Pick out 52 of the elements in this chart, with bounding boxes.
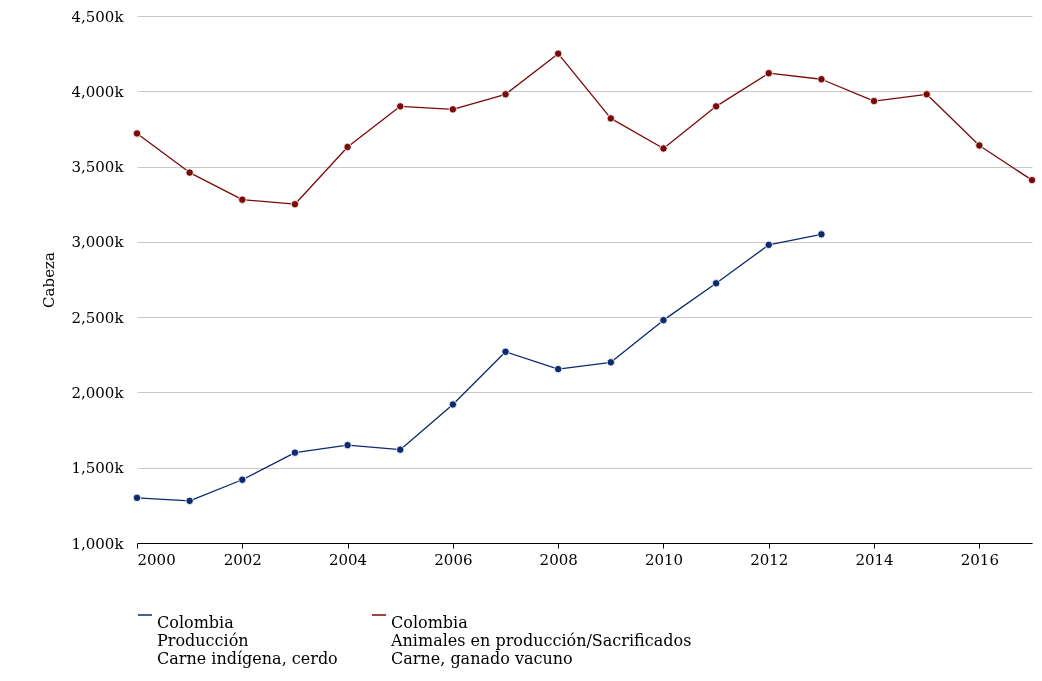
y-axis-title: Cabeza (40, 252, 59, 308)
point (343, 142, 352, 152)
x-tick-label: 2002 (223, 550, 262, 569)
point (975, 141, 984, 150)
y-tick-label: 1,000k (71, 534, 125, 553)
y-tick-label: 4,500k (71, 7, 125, 26)
point (132, 493, 142, 502)
point (448, 105, 457, 114)
point (1027, 176, 1037, 185)
point (238, 195, 247, 204)
point (132, 129, 142, 138)
point (659, 316, 668, 325)
y-tick-label: 4,000k (71, 82, 125, 101)
point (817, 230, 826, 239)
legend-label: Colombia Producción Carne indígena, cerdo (157, 613, 338, 668)
x-tick-label: 2014 (855, 550, 894, 569)
point (501, 347, 510, 356)
point (712, 279, 721, 288)
x-tick-label: 2016 (960, 550, 999, 569)
point (922, 90, 931, 99)
point (606, 114, 615, 123)
y-tick-label: 3,500k (71, 158, 125, 177)
x-tick-label: 2006 (434, 550, 473, 569)
point (659, 144, 668, 153)
point (817, 75, 826, 84)
point (764, 69, 773, 78)
point (606, 358, 615, 367)
y-tick-label: 2,000k (71, 383, 125, 402)
point (238, 475, 247, 484)
point (554, 364, 563, 374)
point (869, 96, 879, 106)
y-tick-label: 3,000k (71, 233, 125, 252)
point (396, 102, 405, 111)
y-tick-label: 2,500k (71, 308, 125, 327)
legend-label: Colombia Animales en producción/Sacrificados Carne, ganado vacuno (390, 613, 692, 668)
point (501, 90, 510, 99)
point (712, 102, 721, 111)
y-tick-label: 1,500k (71, 459, 125, 478)
x-tick-label: 2004 (328, 550, 368, 569)
point (554, 49, 563, 58)
x-tick-label: 2000 (137, 550, 176, 569)
point (343, 441, 352, 450)
point (290, 200, 300, 209)
x-tick-label: 2012 (750, 550, 789, 569)
x-tick-label: 2008 (539, 550, 578, 569)
point (290, 448, 300, 457)
point (396, 445, 405, 454)
x-tick-label: 2010 (644, 550, 684, 569)
point (185, 168, 194, 177)
point (185, 496, 194, 505)
point (448, 400, 457, 409)
point (764, 240, 773, 249)
